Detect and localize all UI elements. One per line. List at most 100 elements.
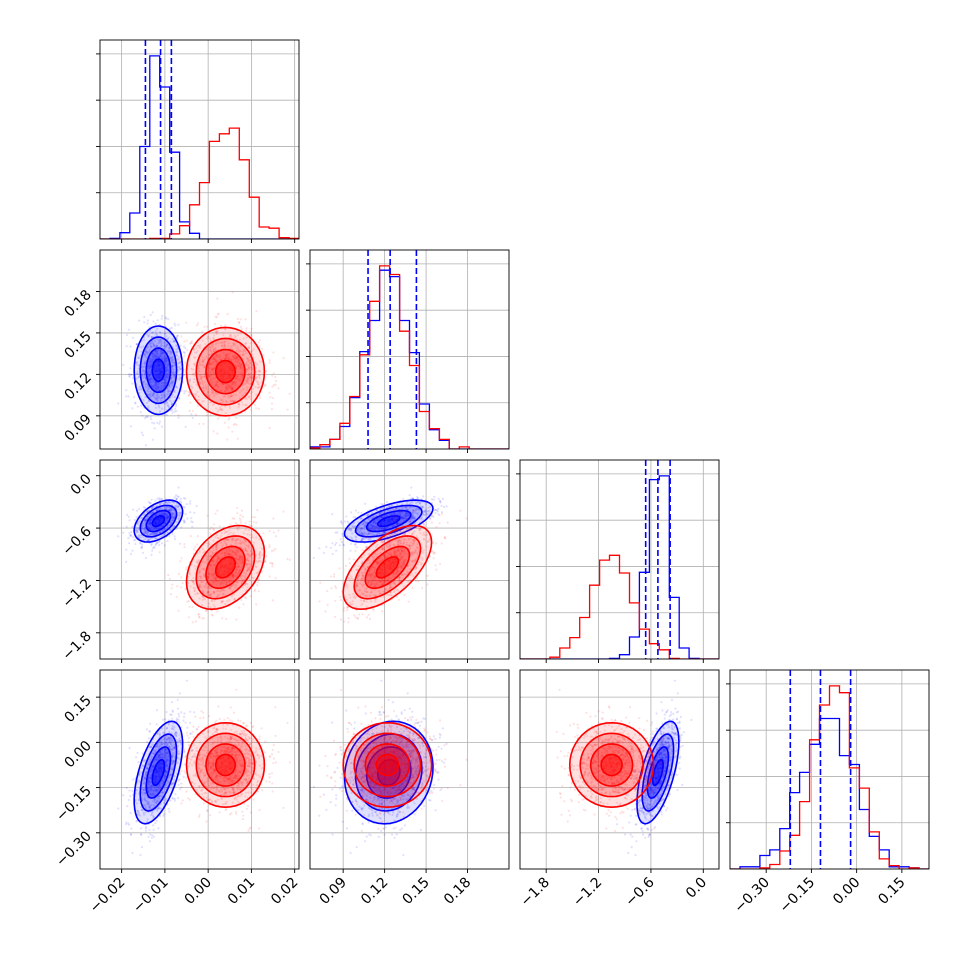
scatter-point	[155, 367, 158, 370]
scatter-point	[378, 590, 381, 593]
scatter-point	[135, 527, 138, 530]
scatter-point	[218, 375, 222, 378]
scatter-point	[240, 328, 243, 331]
scatter-point	[170, 513, 173, 516]
scatter-point	[249, 595, 252, 598]
scatter-point	[156, 327, 159, 330]
scatter-point	[231, 387, 234, 390]
scatter-point	[214, 544, 218, 547]
scatter-point	[221, 589, 224, 592]
scatter-point	[191, 621, 194, 624]
scatter-point	[396, 539, 399, 542]
scatter-point	[146, 510, 149, 514]
scatter-point	[192, 380, 195, 384]
scatter-point	[393, 517, 396, 521]
scatter-point	[391, 512, 394, 515]
scatter-panel-0-1	[117, 291, 291, 447]
scatter-point	[400, 516, 403, 519]
scatter-point	[413, 530, 416, 533]
scatter-point	[424, 508, 427, 511]
scatter-point	[155, 356, 159, 359]
scatter-point	[236, 538, 239, 541]
scatter-point	[159, 340, 162, 343]
scatter-point	[156, 393, 159, 396]
scatter-point	[380, 532, 383, 535]
scatter-point	[167, 390, 170, 393]
scatter-point	[234, 553, 238, 557]
scatter-point	[212, 603, 215, 607]
scatter-point	[385, 587, 388, 590]
scatter-point	[239, 372, 242, 376]
scatter-point	[415, 577, 419, 580]
scatter-point	[360, 539, 363, 542]
scatter-point	[147, 387, 150, 391]
scatter-point	[151, 392, 154, 395]
scatter-point	[210, 352, 213, 355]
scatter-point	[382, 520, 386, 523]
scatter-point	[352, 558, 355, 561]
scatter-point	[434, 508, 437, 511]
scatter-point	[379, 575, 382, 578]
scatter-point	[203, 365, 206, 368]
scatter-point	[258, 553, 261, 556]
scatter-point	[211, 552, 215, 555]
scatter-point	[271, 374, 274, 377]
scatter-point	[160, 516, 163, 519]
scatter-point	[161, 535, 164, 538]
scatter-point	[233, 551, 236, 554]
scatter-point	[156, 370, 159, 373]
scatter-point	[272, 351, 275, 354]
scatter-point	[419, 555, 423, 559]
scatter-point	[230, 585, 233, 588]
scatter-point	[155, 383, 158, 386]
scatter-point	[212, 430, 215, 433]
scatter-point	[222, 592, 225, 595]
scatter-point	[239, 375, 243, 378]
scatter-point	[373, 584, 376, 587]
scatter-point	[163, 532, 166, 536]
scatter-point	[202, 574, 206, 577]
scatter-point	[229, 558, 232, 562]
scatter-point	[153, 546, 156, 549]
scatter-point	[380, 578, 383, 581]
scatter-point	[166, 350, 169, 353]
scatter-point	[132, 377, 135, 380]
scatter-point	[244, 544, 248, 547]
scatter-point	[175, 352, 178, 355]
scatter-point	[374, 598, 377, 601]
scatter-point	[225, 583, 228, 586]
scatter-point	[232, 393, 235, 396]
scatter-point	[224, 412, 227, 415]
scatter-point	[196, 561, 200, 564]
scatter-point	[163, 381, 167, 384]
scatter-point	[189, 585, 192, 588]
scatter-point	[166, 402, 169, 405]
scatter-point	[231, 517, 234, 520]
scatter-point	[351, 600, 354, 603]
scatter-point	[251, 553, 254, 556]
scatter-point	[250, 552, 253, 556]
scatter-point	[238, 378, 241, 381]
scatter-point	[238, 362, 241, 365]
scatter-point	[210, 573, 213, 576]
scatter-point	[236, 364, 239, 367]
scatter-point	[241, 579, 244, 582]
scatter-point	[244, 528, 247, 532]
scatter-point	[150, 340, 153, 343]
scatter-point	[246, 368, 249, 371]
scatter-point	[167, 404, 170, 407]
scatter-point	[216, 432, 219, 435]
scatter-point	[142, 345, 145, 348]
scatter-point	[187, 394, 190, 397]
scatter-point	[128, 519, 131, 522]
scatter-point	[400, 564, 403, 567]
scatter-point	[227, 345, 230, 348]
scatter-point	[235, 360, 238, 363]
scatter-point	[236, 538, 239, 541]
scatter-point	[160, 352, 163, 355]
scatter-point	[422, 513, 425, 516]
scatter-point	[373, 520, 376, 523]
scatter-point	[216, 595, 219, 599]
scatter-point	[372, 521, 375, 524]
scatter-point	[220, 563, 223, 566]
